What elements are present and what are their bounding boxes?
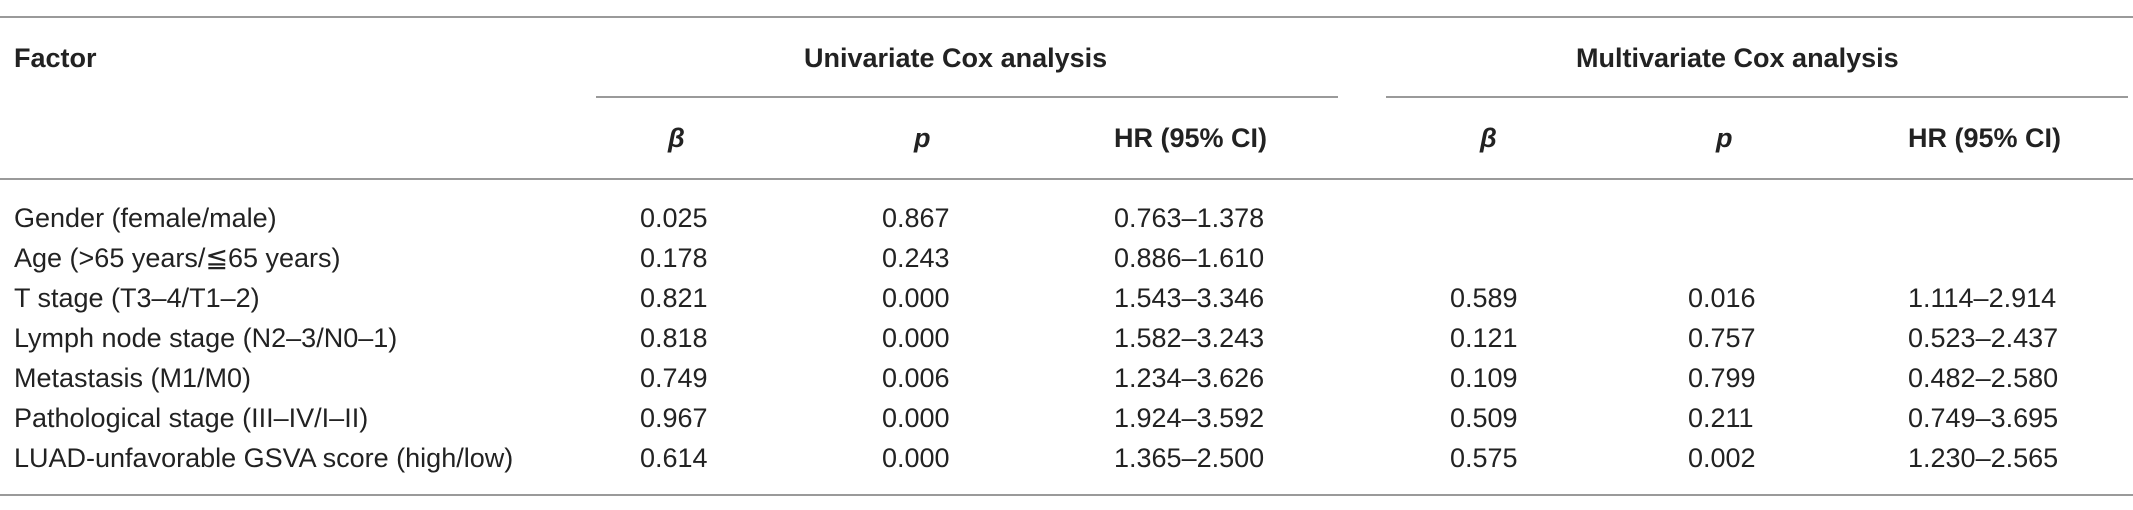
row-multivariate-p: 0.002 bbox=[1688, 443, 1756, 473]
multivariate-hr-header: HR (95% CI) bbox=[1908, 123, 2062, 153]
row-multivariate-p: 0.799 bbox=[1688, 363, 1756, 393]
row-univariate-p: 0.243 bbox=[882, 243, 950, 273]
row-univariate-beta: 0.025 bbox=[640, 203, 708, 233]
bottom-rule bbox=[0, 494, 2133, 496]
row-multivariate-p: 0.757 bbox=[1688, 323, 1756, 353]
row-factor: T stage (T3–4/T1–2) bbox=[14, 283, 260, 313]
row-univariate-p: 0.006 bbox=[882, 363, 950, 393]
row-multivariate-hr: 0.523–2.437 bbox=[1908, 323, 2059, 353]
row-univariate-hr: 1.365–2.500 bbox=[1114, 443, 1265, 473]
row-multivariate-beta: 0.509 bbox=[1450, 403, 1518, 433]
row-factor: Age (>65 years/≦65 years) bbox=[14, 243, 341, 273]
row-multivariate-hr: 0.749–3.695 bbox=[1908, 403, 2059, 433]
row-univariate-hr: 1.234–3.626 bbox=[1114, 363, 1265, 393]
multivariate-group-rule bbox=[1386, 96, 2128, 98]
header-bottom-rule bbox=[0, 178, 2133, 180]
row-factor: Metastasis (M1/M0) bbox=[14, 363, 252, 393]
univariate-group-header: Univariate Cox analysis bbox=[804, 43, 1108, 73]
row-multivariate-hr: 1.114–2.914 bbox=[1908, 283, 2057, 313]
row-univariate-hr: 1.924–3.592 bbox=[1114, 403, 1265, 433]
row-univariate-p: 0.000 bbox=[882, 283, 950, 313]
univariate-p-header: p bbox=[914, 123, 931, 153]
row-univariate-beta: 0.821 bbox=[640, 283, 708, 313]
row-multivariate-beta: 0.121 bbox=[1450, 323, 1518, 353]
row-factor: Gender (female/male) bbox=[14, 203, 277, 233]
row-univariate-p: 0.867 bbox=[882, 203, 950, 233]
row-univariate-beta: 0.749 bbox=[640, 363, 708, 393]
univariate-beta-header: β bbox=[668, 123, 685, 153]
row-univariate-p: 0.000 bbox=[882, 323, 950, 353]
multivariate-p-header: p bbox=[1716, 123, 1733, 153]
row-univariate-hr: 1.582–3.243 bbox=[1114, 323, 1265, 353]
row-multivariate-beta: 0.575 bbox=[1450, 443, 1518, 473]
multivariate-beta-header: β bbox=[1480, 123, 1497, 153]
row-multivariate-beta: 0.589 bbox=[1450, 283, 1518, 313]
row-univariate-hr: 0.763–1.378 bbox=[1114, 203, 1265, 233]
row-multivariate-hr: 1.230–2.565 bbox=[1908, 443, 2059, 473]
row-univariate-hr: 0.886–1.610 bbox=[1114, 243, 1265, 273]
row-univariate-beta: 0.178 bbox=[640, 243, 708, 273]
row-univariate-p: 0.000 bbox=[882, 443, 950, 473]
univariate-hr-header: HR (95% CI) bbox=[1114, 123, 1268, 153]
row-univariate-beta: 0.967 bbox=[640, 403, 708, 433]
row-univariate-p: 0.000 bbox=[882, 403, 950, 433]
row-univariate-beta: 0.818 bbox=[640, 323, 708, 353]
factor-header: Factor bbox=[14, 43, 97, 73]
multivariate-group-header: Multivariate Cox analysis bbox=[1576, 43, 1899, 73]
row-univariate-hr: 1.543–3.346 bbox=[1114, 283, 1265, 313]
row-multivariate-beta: 0.109 bbox=[1450, 363, 1518, 393]
row-univariate-beta: 0.614 bbox=[640, 443, 708, 473]
row-factor: Lymph node stage (N2–3/N0–1) bbox=[14, 323, 398, 353]
row-multivariate-hr: 0.482–2.580 bbox=[1908, 363, 2059, 393]
row-factor: LUAD-unfavorable GSVA score (high/low) bbox=[14, 443, 514, 473]
row-factor: Pathological stage (III–IV/I–II) bbox=[14, 403, 369, 433]
row-multivariate-p: 0.211 bbox=[1688, 403, 1754, 433]
univariate-group-rule bbox=[596, 96, 1338, 98]
top-rule bbox=[0, 16, 2133, 18]
row-multivariate-p: 0.016 bbox=[1688, 283, 1756, 313]
